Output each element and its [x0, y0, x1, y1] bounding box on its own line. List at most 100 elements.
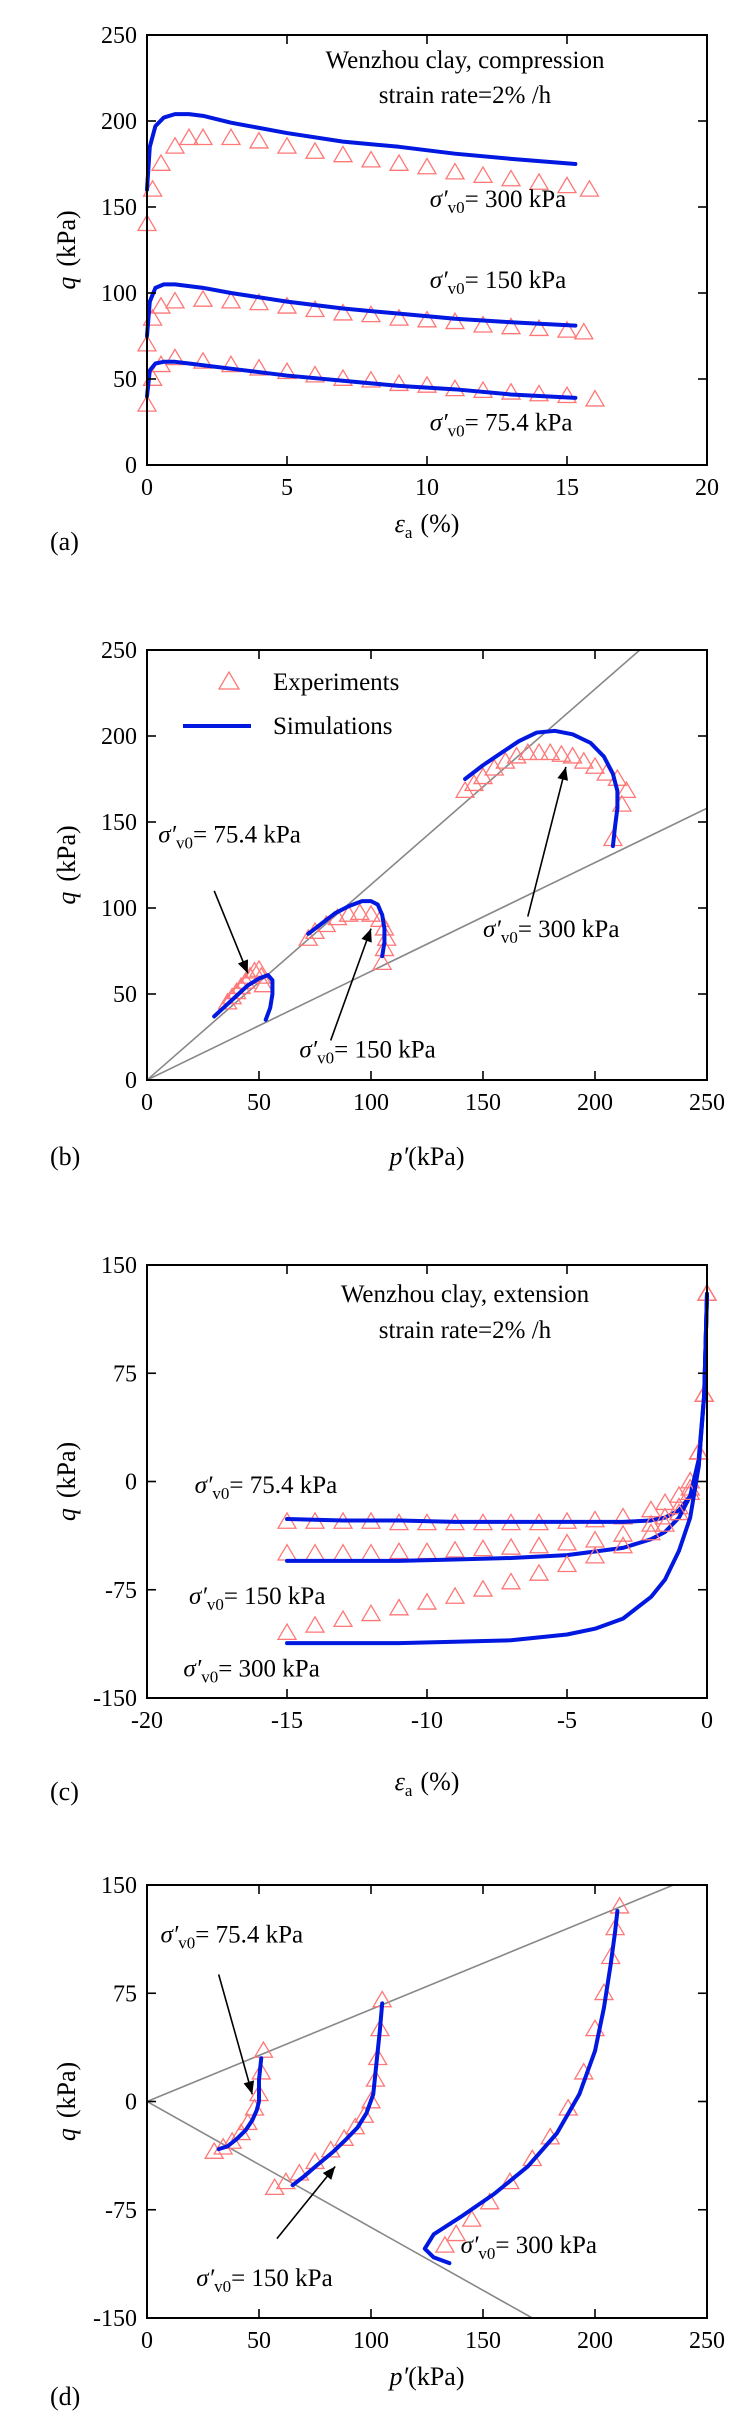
data-point-triangle	[192, 351, 214, 369]
simulation-line	[145, 282, 578, 338]
data-point-triangle	[472, 1579, 494, 1597]
y-tick-label: 0	[125, 2090, 137, 2116]
data-point-triangle	[304, 365, 326, 383]
data-point-triangle	[609, 1896, 630, 1914]
data-point-triangle	[248, 131, 270, 149]
data-point-triangle	[220, 354, 242, 373]
y-tick-label: 75	[113, 1981, 137, 2007]
stress-annotation: σ′v0= 300 kPa	[430, 186, 566, 217]
data-point-triangle	[556, 320, 578, 338]
data-point-triangle	[332, 368, 354, 386]
data-point-triangle	[204, 2141, 225, 2159]
stress-annotation: σ′v0= 300 kPa	[461, 2232, 597, 2263]
x-tick-label: 50	[247, 2328, 271, 2354]
data-point-triangle	[528, 384, 550, 402]
data-point-triangle	[248, 358, 270, 376]
simulation-line	[463, 728, 620, 849]
data-point-triangle	[454, 780, 476, 798]
data-point-triangle	[556, 176, 578, 194]
legend-marker	[217, 670, 241, 690]
panel-label: (d)	[50, 2382, 80, 2411]
data-point-triangle	[528, 1536, 550, 1554]
data-point-triangle	[528, 1563, 550, 1581]
y-axis-label: q(kPa)	[52, 210, 81, 289]
y-tick-label: 0	[125, 1068, 137, 1094]
data-point-triangle	[416, 310, 438, 328]
y-tick-label: 250	[101, 638, 137, 664]
annotation-arrow	[213, 890, 249, 974]
data-point-triangle	[253, 2040, 274, 2058]
data-point-triangle	[192, 289, 214, 307]
data-point-triangle	[551, 744, 572, 762]
data-point-triangle	[220, 127, 242, 146]
data-point-triangle	[573, 322, 594, 340]
data-point-triangle	[220, 291, 242, 309]
data-point-triangle	[360, 2091, 382, 2109]
x-axis-label: εa (%)	[395, 509, 460, 542]
y-axis-label: q(kPa)	[52, 825, 81, 904]
data-point-triangle	[517, 742, 538, 761]
y-axis-label: q(kPa)	[52, 1442, 81, 1521]
y-tick-label: -150	[93, 1686, 137, 1712]
x-tick-label: -15	[271, 1708, 303, 1734]
chart-title: Wenzhou clay, compression	[326, 47, 605, 74]
chart-panel-2: -20 -15 -10 -5 0 -150 -75 0 75 150 εa (%) q(kPa) (c) W…	[50, 1253, 718, 1806]
y-tick-label: -75	[105, 1578, 137, 1604]
y-tick-label: 50	[113, 982, 137, 1008]
data-point-triangle	[472, 1539, 494, 1557]
stress-annotation: σ′v0= 75.4 kPa	[160, 1922, 303, 1953]
arrow-head	[361, 928, 372, 943]
plot-frame	[146, 649, 708, 1081]
reference-line	[147, 2100, 533, 2318]
x-tick-label: 150	[465, 1090, 501, 1116]
stress-annotation: σ′v0= 300 kPa	[483, 916, 619, 947]
y-tick-label: 150	[101, 810, 137, 836]
y-tick-label: 50	[113, 367, 137, 393]
chart-subtitle: strain rate=2% /h	[379, 82, 552, 109]
data-point-triangle	[332, 145, 354, 163]
data-point-triangle	[304, 1543, 326, 1561]
data-point-triangle	[360, 370, 382, 388]
data-point-triangle	[354, 2105, 375, 2123]
data-point-triangle	[360, 150, 382, 168]
data-point-triangle	[472, 315, 494, 333]
data-point-triangle	[562, 746, 583, 764]
y-tick-label: 250	[101, 23, 137, 49]
data-point-triangle	[495, 751, 516, 769]
data-point-triangle	[304, 1615, 326, 1633]
chart-panel-3: 0 50 100 150 200 250-150-75075150p′(kPa)q(kPa…	[50, 1873, 725, 2411]
y-tick-label: -150	[93, 2306, 137, 2332]
data-point-triangle	[164, 136, 186, 154]
data-point-triangle	[349, 902, 370, 921]
chart-title: Wenzhou clay, extension	[341, 1281, 590, 1308]
data-point-triangle	[584, 389, 606, 407]
data-point-triangle	[416, 1541, 438, 1560]
data-point-triangle	[654, 1507, 676, 1525]
y-axis-label: q(kPa)	[52, 2062, 81, 2141]
data-point-triangle	[248, 293, 270, 311]
data-point-triangle	[388, 373, 410, 392]
x-tick-label: 5	[281, 475, 293, 501]
x-tick-label: 10	[415, 475, 439, 501]
y-tick-label: 150	[101, 1873, 137, 1899]
data-point-triangle	[528, 742, 550, 761]
data-point-triangle	[275, 2172, 297, 2190]
data-point-triangle	[654, 1514, 676, 1532]
arrow-head	[243, 2080, 255, 2095]
data-point-triangle	[556, 385, 578, 404]
data-point-triangle	[445, 2224, 467, 2242]
data-point-triangle	[499, 2172, 521, 2190]
panel-label: (b)	[50, 1142, 80, 1171]
data-point-triangle	[444, 1540, 466, 1558]
data-point-triangle	[192, 127, 214, 146]
chart-subtitle: strain rate=2% /h	[379, 1317, 552, 1344]
x-tick-label: 250	[689, 2328, 725, 2354]
data-point-triangle	[444, 162, 466, 180]
reference-line	[147, 807, 707, 1080]
y-tick-label: 200	[101, 109, 137, 135]
x-tick-label: 100	[353, 2328, 389, 2354]
data-point-triangle	[573, 751, 594, 769]
data-point-triangle	[164, 291, 186, 309]
legend-label: Simulations	[273, 713, 392, 740]
data-point-triangle	[472, 766, 494, 785]
